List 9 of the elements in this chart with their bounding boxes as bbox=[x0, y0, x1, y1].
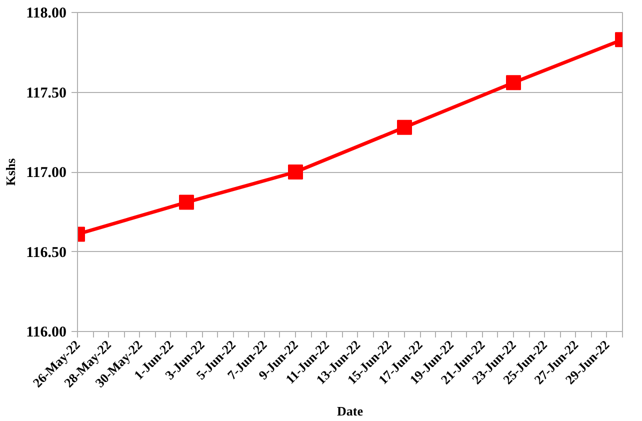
y-tick-label: 117.00 bbox=[26, 165, 67, 181]
x-axis-title: Date bbox=[337, 403, 364, 418]
y-tick-label: 118.00 bbox=[26, 6, 67, 22]
y-tick-label: 116.50 bbox=[26, 244, 67, 261]
y-tick-label: 117.50 bbox=[26, 85, 67, 102]
y-axis-title: Kshs bbox=[3, 158, 18, 186]
y-tick-label: 116.00 bbox=[26, 324, 67, 340]
point bbox=[397, 120, 412, 135]
point bbox=[288, 164, 303, 180]
